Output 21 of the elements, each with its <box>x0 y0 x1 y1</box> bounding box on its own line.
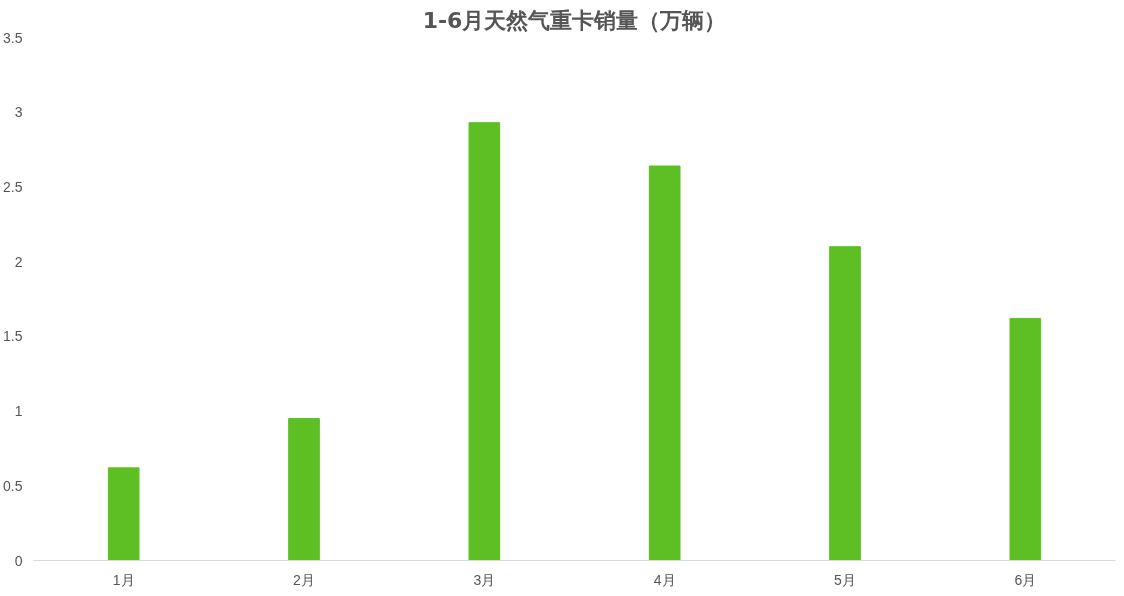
y-tick-label: 3 <box>14 104 23 121</box>
x-tick-label: 6月 <box>1014 571 1037 588</box>
bar <box>648 165 681 561</box>
x-tick-label: 5月 <box>834 571 856 588</box>
y-tick-label: 1.5 <box>3 328 23 345</box>
y-tick-label: 0 <box>14 552 23 569</box>
bar <box>829 246 861 561</box>
bar <box>468 122 501 561</box>
y-tick-label: 1 <box>14 403 23 420</box>
bar <box>288 418 320 561</box>
x-tick-label: 3月 <box>473 571 496 588</box>
x-tick-label: 4月 <box>653 571 676 588</box>
y-tick-label: 2 <box>14 253 23 270</box>
y-tick-label: 3.5 <box>3 29 23 46</box>
chart-title: 1-6月天然气重卡销量（万辆） <box>422 7 727 33</box>
y-tick-label: 0.5 <box>3 477 23 494</box>
bar <box>1009 317 1042 561</box>
x-tick-label: 2月 <box>293 571 315 588</box>
y-tick-label: 2.5 <box>3 178 23 195</box>
x-tick-label: 1月 <box>112 571 135 588</box>
bar <box>107 467 140 561</box>
